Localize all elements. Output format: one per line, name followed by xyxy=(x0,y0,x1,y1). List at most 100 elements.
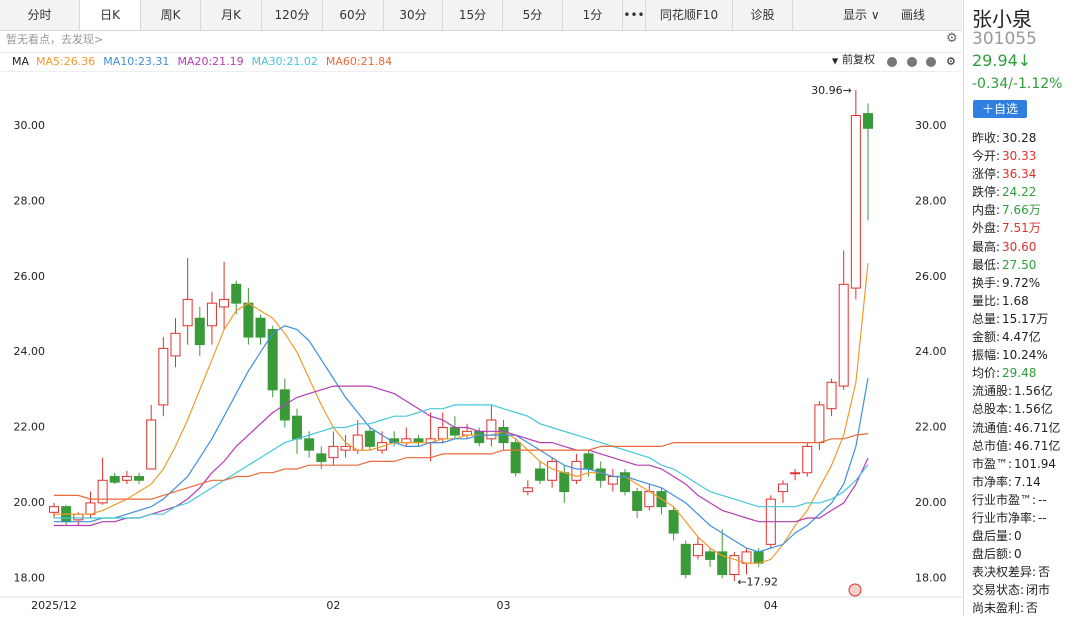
candle xyxy=(620,468,631,496)
quote-row: 内盘: 7.66万 xyxy=(972,201,1080,219)
x-tick-label: 02 xyxy=(326,599,340,612)
candle-body xyxy=(595,468,606,481)
quote-label: 均价: xyxy=(972,366,1001,381)
chart: MA 前复权 ▼ ⚙ MA5:26.36 MA10:23.31 MA20:21.19… xyxy=(0,52,962,612)
candle xyxy=(644,484,655,511)
quote-value: 7.51万 xyxy=(1002,221,1041,236)
tab[interactable]: 30分 xyxy=(384,0,443,30)
candle xyxy=(121,470,132,485)
candle-body xyxy=(705,551,716,560)
quote-value: 30.33 xyxy=(1002,149,1037,164)
candle-body xyxy=(194,317,205,346)
quote-value: 15.17万 xyxy=(1002,311,1049,326)
candle xyxy=(802,442,813,477)
stock-name: 张小泉 xyxy=(972,7,1032,31)
tab[interactable]: 分时 xyxy=(0,0,80,30)
quote-label: 今开: xyxy=(972,149,1001,164)
quote-row: 涨停: 36.34 xyxy=(972,165,1080,183)
candle-body xyxy=(85,502,96,515)
quote-label: 跌停: xyxy=(972,185,1001,200)
y-tick-label-right: 24.00 xyxy=(915,345,947,358)
quote-row: 行业市净率: -- xyxy=(972,509,1080,527)
candle xyxy=(607,468,618,492)
quote-value: 闭市 xyxy=(1026,583,1051,598)
candle xyxy=(267,325,278,398)
candle-body xyxy=(486,419,497,440)
quote-row: 总市值: 46.71亿 xyxy=(972,437,1080,455)
quote-value: 27.50 xyxy=(1002,257,1037,272)
candle-body xyxy=(73,513,84,521)
quote-row: 表决权差异: 否 xyxy=(972,563,1080,581)
draw-button[interactable]: 画线 xyxy=(901,8,926,22)
y-tick-label: 30.00 xyxy=(14,119,46,132)
candle xyxy=(425,412,436,462)
x-tick-label: 03 xyxy=(497,599,511,612)
quote-label: 总市值: xyxy=(972,438,1013,453)
candle xyxy=(522,480,533,496)
candle xyxy=(243,288,254,345)
add-watchlist-button[interactable]: ＋自选 xyxy=(973,100,1027,118)
y-tick-label: 28.00 xyxy=(14,194,46,207)
quote-label: 流通值: xyxy=(972,420,1013,435)
candle-body xyxy=(814,404,825,444)
close-icon[interactable] xyxy=(926,57,936,67)
tab[interactable]: 月K xyxy=(201,0,262,30)
tab[interactable]: 15分 xyxy=(443,0,503,30)
tab[interactable]: 5分 xyxy=(503,0,563,30)
quote-value: 24.22 xyxy=(1002,185,1037,200)
tab[interactable]: 60分 xyxy=(323,0,384,30)
y-tick-label-right: 18.00 xyxy=(915,571,947,584)
quote-row: 尚未盈利: 否 xyxy=(972,599,1080,617)
candle xyxy=(486,404,497,447)
candle xyxy=(158,337,169,417)
candle xyxy=(219,261,230,330)
candle-body xyxy=(364,430,375,447)
tab[interactable]: 周K xyxy=(141,0,201,30)
candle-body xyxy=(777,483,788,493)
legend-entry: MA20:21.19 xyxy=(177,55,243,68)
candle xyxy=(680,540,691,579)
candle xyxy=(510,438,521,477)
candle-body xyxy=(826,381,837,410)
y-tick-label: 20.00 xyxy=(14,496,46,509)
adjust-arrow: ▼ xyxy=(832,57,839,66)
candle-body xyxy=(863,113,873,129)
display-menu[interactable]: 显示 ∨ xyxy=(843,8,880,22)
quote-row: 昨收: 30.28 xyxy=(972,129,1080,147)
candle-body xyxy=(680,543,691,576)
notice[interactable]: 暂无看点，去发现> xyxy=(6,33,104,46)
zoom-out-icon[interactable] xyxy=(887,57,897,67)
quote-label: 交易状态: xyxy=(972,583,1025,598)
quote-value: 9.72% xyxy=(1002,275,1041,290)
quote-row: 盘后量: 0 xyxy=(972,527,1080,545)
candle xyxy=(850,89,861,300)
tab[interactable]: ••• xyxy=(623,0,646,30)
quote-row: 最低: 27.50 xyxy=(972,256,1080,274)
adjust-menu[interactable]: 前复权 xyxy=(842,52,875,66)
quote-label: 盘后量: xyxy=(972,529,1013,544)
candle xyxy=(595,461,606,488)
candle-body xyxy=(243,302,254,338)
y-tick-label: 24.00 xyxy=(14,345,46,358)
tab[interactable]: 诊股 xyxy=(733,0,793,30)
legend-entry: MA60:21.84 xyxy=(326,55,392,68)
candle-body xyxy=(158,347,169,406)
candle-body xyxy=(753,551,764,564)
zoom-in-icon[interactable] xyxy=(907,57,917,67)
tab[interactable]: 120分 xyxy=(262,0,323,30)
candle xyxy=(534,461,545,485)
tab[interactable]: 1分 xyxy=(563,0,623,30)
settings-icon[interactable]: ⚙ xyxy=(946,55,956,68)
candle-body xyxy=(49,506,59,513)
candle xyxy=(559,465,570,503)
tab[interactable]: 同花顺F10 xyxy=(646,0,733,30)
quote-row: 盘后额: 0 xyxy=(972,545,1080,563)
candle-body xyxy=(571,460,582,481)
quote-row: 流通股: 1.56亿 xyxy=(972,382,1080,400)
tab[interactable]: 日K xyxy=(80,0,141,30)
candle xyxy=(547,457,558,488)
settings-icon[interactable]: ⚙ xyxy=(946,31,958,46)
quote-row: 外盘: 7.51万 xyxy=(972,219,1080,237)
quote-value: 46.71亿 xyxy=(1014,438,1061,453)
